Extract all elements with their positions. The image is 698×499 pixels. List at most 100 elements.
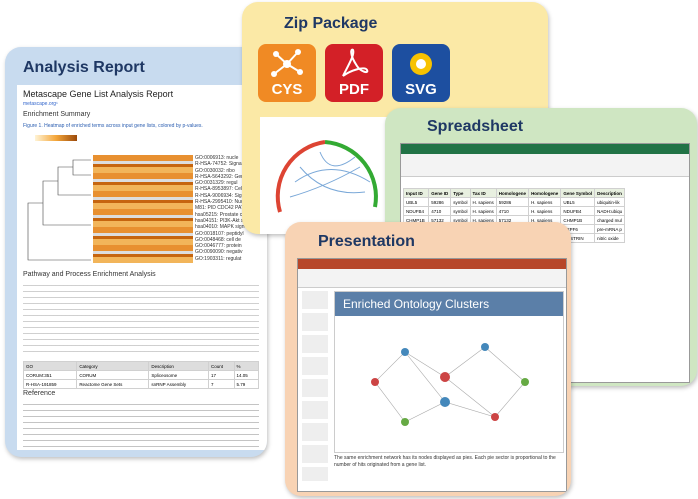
slide-notes: The same enrichment network has its node… xyxy=(334,455,556,468)
term-label: GO:1903311: regulat xyxy=(195,255,242,262)
term-label: R-HSA-5643292: Gen xyxy=(195,173,244,180)
ribbon xyxy=(298,269,566,288)
icon-label: CYS xyxy=(271,81,303,98)
sheet-row: UBL5 59286 symbol H. sapiens 59286 H. sapiens… xyxy=(402,197,626,207)
icon-label: PDF xyxy=(339,81,369,98)
table-cell: snRNP Assembly xyxy=(148,379,209,389)
sheet-cell: 4710 xyxy=(495,206,530,216)
pdf-glyph xyxy=(342,48,369,77)
sheet-cell: H. sapiens xyxy=(528,197,562,207)
ribbon xyxy=(401,154,689,177)
sheet-cell: CHMP1B xyxy=(560,215,596,225)
table-cell: 5.79 xyxy=(233,379,260,389)
sheet-row: NDUFB4 4710 symbol H. sapiens 4710 H. sapiens… xyxy=(402,206,626,216)
term-list: GO:0006913: nucle R-HSA-74752: Signal GO:0… xyxy=(195,155,248,262)
sheet-cell: symbol xyxy=(450,206,471,216)
header-cell: Input ID xyxy=(402,188,430,198)
header-cell: Gene ID xyxy=(428,188,452,198)
term-label: M81: PID CDC42 PATH xyxy=(195,205,248,212)
table-cell: CORUM:351 xyxy=(22,370,78,380)
card-title: Zip Package xyxy=(284,15,378,32)
term-label: GO:0018107: peptidyl xyxy=(195,230,244,237)
sheet-cell: pre-mRNA p xyxy=(594,224,626,234)
table-cell: R-HSA-191859 xyxy=(22,379,78,389)
sheet-cell: 59286 xyxy=(495,197,530,207)
icon-label: SVG xyxy=(405,81,437,98)
section-title: Enrichment Summary xyxy=(23,111,91,118)
sheet-cell: 59286 xyxy=(428,197,452,207)
header-cell: Description xyxy=(148,361,209,371)
svg-glyph xyxy=(410,53,432,75)
card-title: Analysis Report xyxy=(23,59,145,76)
table-cell: 7 xyxy=(208,379,235,389)
header-cell: GO xyxy=(22,361,78,371)
term-label: R-HSA-8953897: Cel xyxy=(195,186,242,193)
ppt-window: Enriched Ontology Clusters The same enri… xyxy=(297,258,567,492)
sheet-cell: NADH:ubiqu xyxy=(594,206,626,216)
header-cell: Tax ID xyxy=(469,188,497,198)
report-card: Analysis Report Metascape Gene List Anal… xyxy=(5,47,267,457)
term-label: GO:0030032: ribo xyxy=(195,167,235,174)
sheet-header: Input ID Gene ID Type Tax ID Homologene Homol… xyxy=(402,188,626,198)
sheet-cell: nitric oxide xyxy=(594,233,626,243)
table-row: CORUM:351 CORUM Spliceosome 17 14.05 xyxy=(22,370,260,380)
section-title: Reference xyxy=(23,390,56,397)
table-cell: 17 xyxy=(208,370,235,380)
heatmap xyxy=(93,155,193,263)
slide-thumbnails xyxy=(302,291,328,481)
cys-icon: CYS xyxy=(258,44,316,102)
term-label: GO:0006913: nucle xyxy=(195,155,239,161)
circos-plot xyxy=(260,117,390,234)
header-cell: % xyxy=(233,361,260,371)
report-title: Metascape Gene List Analysis Report xyxy=(23,89,174,99)
term-label: R-HSA-2995410: Nucl xyxy=(195,199,245,206)
table-cell: Reactome Gene Sets xyxy=(76,379,150,389)
header-cell: Count xyxy=(208,361,235,371)
sheet-cell: charged mul xyxy=(594,215,626,225)
sheet-cell: H. sapiens xyxy=(528,206,562,216)
header-cell: Homologene xyxy=(495,188,530,198)
header-cell: Type xyxy=(450,188,471,198)
table-cell: CORUM xyxy=(76,370,150,380)
sheet-cell: H. sapiens xyxy=(469,206,497,216)
term-label: GO:0031329: regul xyxy=(195,180,238,187)
term-label: GO:0048468: cell de xyxy=(195,236,241,243)
report-page: Metascape Gene List Analysis Report meta… xyxy=(17,85,267,450)
header-cell: Category xyxy=(76,361,150,371)
table-row: R-HSA-191859 Reactome Gene Sets snRNP Asse… xyxy=(22,379,260,389)
term-label: R-HSA-9006934: Sign xyxy=(195,192,245,199)
header-cell: Gene Symbol xyxy=(560,188,596,198)
slide-title: Enriched Ontology Clusters xyxy=(343,297,490,311)
table-cell: 14.05 xyxy=(233,370,260,380)
term-label: R-HSA-74752: Signal xyxy=(195,161,243,168)
card-title: Spreadsheet xyxy=(427,118,524,135)
sheet-cell: H. sapiens xyxy=(469,197,497,207)
pdf-icon: PDF xyxy=(325,44,383,102)
enrichment-table: GO Category Description Count% CORUM:351 CORU… xyxy=(22,361,260,389)
network-glyph xyxy=(271,49,303,77)
header-cell: Homologene xyxy=(528,188,562,198)
sheet-cell: NDUFB4 xyxy=(402,206,430,216)
presentation-card: Presentation Enriched Ontology Clusters … xyxy=(285,222,571,496)
section-title: Pathway and Process Enrichment Analysis xyxy=(23,271,156,278)
sheet-cell: UBL5 xyxy=(402,197,430,207)
figure-caption: Figure 1. Heatmap of enriched terms acro… xyxy=(23,123,203,129)
term-label: hsa04010: MAPK sign xyxy=(195,224,245,231)
term-label: GO:0046777: protein xyxy=(195,243,242,250)
reference-text xyxy=(23,402,259,447)
sheet-row: CHMP1B 57132 symbol H. sapiens 57132 H. sapie… xyxy=(402,215,626,225)
header-cell: Description xyxy=(594,188,626,198)
table-cell: Spliceosome xyxy=(148,370,209,380)
color-scale xyxy=(35,135,77,141)
title-bar xyxy=(298,259,566,269)
term-label: GO:0090090: negativ xyxy=(195,249,243,256)
sheet-cell: UBL5 xyxy=(560,197,596,207)
slide: Enriched Ontology Clusters xyxy=(334,291,564,453)
sheet-cell: 4710 xyxy=(428,206,452,216)
sheet-cell: symbol xyxy=(450,197,471,207)
table-header: GO Category Description Count% xyxy=(22,361,260,371)
network xyxy=(371,343,529,426)
card-title: Presentation xyxy=(318,233,415,250)
slide-header xyxy=(335,292,563,316)
